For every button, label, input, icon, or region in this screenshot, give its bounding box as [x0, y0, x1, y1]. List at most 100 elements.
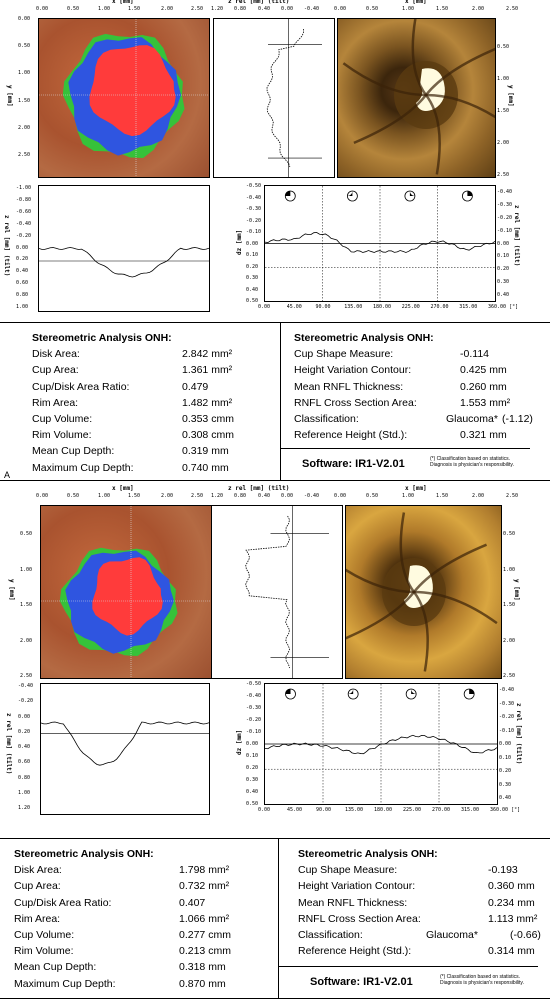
- dz-tick: -0.30: [246, 705, 262, 711]
- angle-tick: 135.00: [344, 304, 363, 310]
- row-value: 1.482 mm²: [182, 396, 233, 409]
- vertical-profile-curve: [245, 515, 291, 669]
- zrel-top-tick: 1.20: [211, 6, 224, 12]
- table-row: Maximum Cup Depth: 0.740 mm: [32, 460, 277, 476]
- dz-right-tick: -0.10: [497, 227, 513, 234]
- row-label: Maximum Cup Depth:: [14, 977, 116, 990]
- fundus-x-tick: 0.50: [366, 493, 379, 499]
- dz-tick: -0.30: [246, 206, 262, 212]
- horizontal-profile-plot: [38, 185, 210, 312]
- fundus-x-tick: 0.50: [366, 6, 379, 12]
- y-tick: 1.00: [20, 566, 33, 573]
- row-label: Mean Cup Depth:: [32, 445, 115, 458]
- top-x-tick: 2.50: [191, 6, 204, 12]
- top-x-tick: 0.50: [67, 6, 80, 12]
- dz-tick: 0.10: [246, 252, 259, 258]
- zrel-tick: 0.20: [18, 728, 31, 735]
- top-x-tick: 1.50: [128, 493, 141, 499]
- dz-tick: -0.20: [246, 217, 262, 224]
- table-row: Reference Height (Std.): 0.321 mm: [294, 427, 544, 443]
- angle-tick: 315.00: [459, 304, 478, 310]
- left-stats-table: Stereometric Analysis ONH: Disk Area: 2.84…: [32, 330, 277, 476]
- dz-right-tick: 0.30: [499, 781, 512, 788]
- row-label: Cup Area:: [32, 364, 79, 377]
- dz-right-tick: 0.10: [499, 754, 512, 761]
- top-x-tick: 0.50: [67, 493, 80, 499]
- vessel: [411, 19, 428, 96]
- zrel-tick: 0.40: [18, 744, 31, 751]
- dz-right-tick: 0.40: [499, 795, 512, 801]
- vessel: [346, 591, 415, 640]
- row-value: -0.193: [488, 864, 518, 877]
- angle-tick: 90.00: [316, 807, 332, 813]
- row-label: Mean RNFL Thickness:: [298, 896, 408, 909]
- zrel-tick: -0.40: [16, 220, 32, 227]
- vertical-profile-plot: [211, 505, 343, 679]
- row-value: 1.066 mm²: [179, 912, 230, 925]
- zrel-tick: 0.80: [18, 774, 31, 781]
- vertical-profile-plot: [213, 18, 335, 178]
- zrel-top-tick: 0.40: [258, 6, 271, 12]
- classification-note-2: Diagnosis is physician's responsibility.: [440, 980, 524, 986]
- fundus-y-tick: 1.50: [503, 602, 516, 608]
- row-value: 1.553 mm²: [460, 396, 511, 409]
- angle-tick: 90.00: [315, 304, 331, 310]
- dz-tick: 0.00: [246, 741, 259, 747]
- dz-right-tick: -0.10: [499, 727, 515, 734]
- sector-quadrant-icon: [347, 190, 358, 202]
- row-value: Glaucoma*: [426, 928, 478, 941]
- dz-right-tick: 0.20: [497, 266, 510, 273]
- row-label: Cup Shape Measure:: [298, 864, 398, 877]
- zrel-top-tick: -0.40: [304, 493, 320, 499]
- zrel-tick: -0.40: [18, 683, 34, 689]
- software-version: Software: IR1-V2.01: [302, 458, 405, 470]
- vessel: [346, 568, 415, 594]
- row-value: 0.318 mm: [179, 961, 226, 974]
- row-value: 1.113 mm²: [488, 912, 538, 925]
- dz-tick: -0.10: [246, 729, 262, 735]
- fundus-image: [337, 18, 496, 178]
- software-border: [280, 448, 530, 449]
- row-value: 0.353 cmm: [182, 412, 234, 425]
- classification-note-1: (*) Classification based on statistics.: [440, 974, 521, 980]
- fundus-y-tick: 2.50: [503, 673, 516, 679]
- table-row: Rim Area: 1.066 mm²: [14, 911, 259, 927]
- fundus-y-tick: 1.50: [497, 108, 510, 114]
- angle-tick: 0.00: [258, 807, 271, 813]
- software-border: [278, 966, 538, 967]
- table-row: Height Variation Contour: 0.360 mm: [298, 878, 548, 894]
- row-label: Disk Area:: [14, 864, 62, 877]
- dz-tick: 0.20: [246, 765, 259, 771]
- right-stats-table: Stereometric Analysis ONH: Cup Shape Meas…: [298, 846, 548, 959]
- y-tick: 0.50: [18, 43, 31, 50]
- dz-right-tick: 0.40: [497, 292, 510, 298]
- dz-tick: 0.20: [246, 263, 259, 270]
- dz-tick: -0.50: [246, 681, 262, 687]
- top-x-tick: 1.00: [98, 493, 111, 499]
- row-label: Disk Area:: [32, 348, 80, 361]
- fundus-y-axis-title: y [mm]: [513, 579, 520, 601]
- zrel-top-tick: 0.80: [234, 6, 247, 12]
- row-value: 1.798 mm²: [179, 864, 230, 877]
- angle-tick: 360.00 [°]: [490, 807, 521, 813]
- y-tick: 0.50: [20, 531, 33, 537]
- rnfl-contour-plot: [264, 185, 496, 302]
- angle-tick: 225.00: [403, 807, 422, 813]
- zrel-tick: -0.60: [16, 208, 32, 215]
- software-version: Software: IR1-V2.01: [310, 976, 413, 988]
- table-border-bottom: [0, 480, 550, 481]
- table-title: Stereometric Analysis ONH:: [294, 332, 434, 344]
- row-value: 0.308 cmm: [182, 429, 234, 442]
- dz-right-axis-title: z rel [mm] (tilt): [515, 703, 522, 765]
- y-tick: 0.00: [18, 16, 31, 22]
- horizontal-profile-curve: [41, 721, 209, 766]
- fundus-x-tick: 2.00: [472, 6, 485, 12]
- row-value: 0.407: [179, 896, 206, 909]
- row-label: Classification:: [294, 412, 359, 425]
- table-row: Mean Cup Depth: 0.318 mm: [14, 959, 259, 975]
- table-row: Rim Volume: 0.213 cmm: [14, 943, 259, 959]
- cup-region: [89, 45, 176, 137]
- table-row: Rim Area: 1.482 mm²: [32, 395, 277, 411]
- fundus-x-tick: 1.00: [402, 6, 415, 12]
- row-value: 2.842 mm²: [182, 348, 233, 361]
